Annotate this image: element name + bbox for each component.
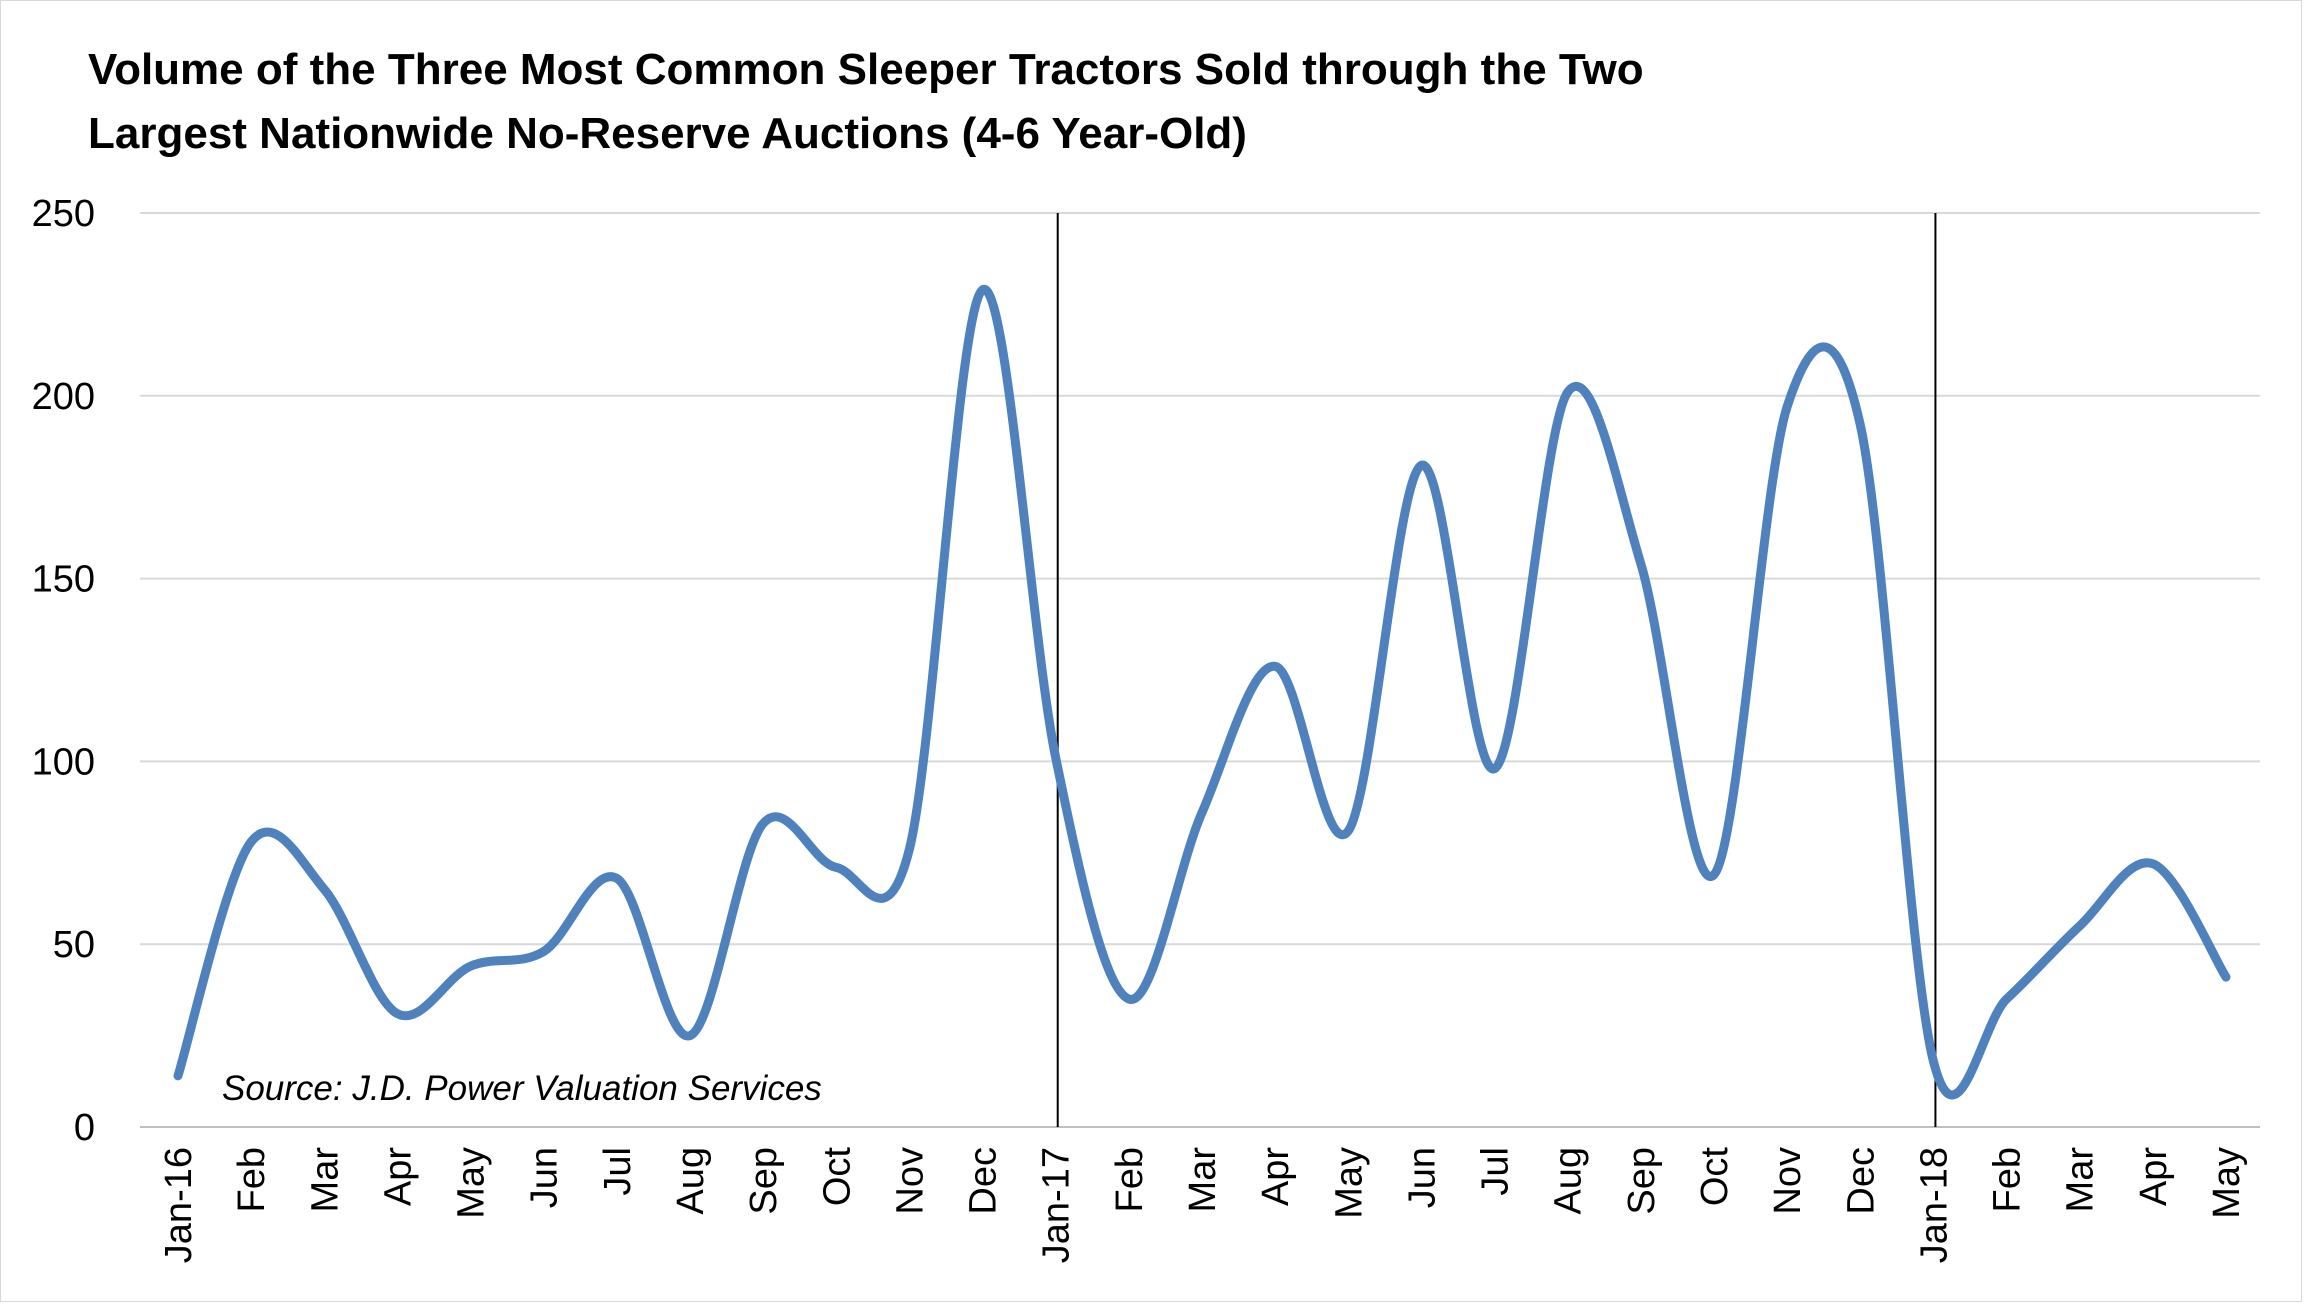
x-tick-label: Jun <box>1401 1147 1443 1208</box>
x-tick-label: Feb <box>1109 1147 1151 1212</box>
x-tick-label: Jan-16 <box>158 1147 200 1263</box>
x-tick-label: Dec <box>963 1147 1005 1215</box>
x-tick-label: Apr <box>377 1147 419 1206</box>
x-tick-label: Jul <box>597 1147 639 1196</box>
x-tick-label: Dec <box>1840 1147 1882 1215</box>
series-layer <box>173 285 2231 1100</box>
y-tick-label: 0 <box>74 1107 95 1149</box>
x-tick-label: May <box>2206 1147 2248 1219</box>
x-tick-label: Oct <box>1694 1147 1736 1207</box>
x-tick-label: Mar <box>1182 1147 1224 1213</box>
x-tick-label: Aug <box>670 1147 712 1215</box>
x-tick-label: Mar <box>304 1147 346 1213</box>
gridlines <box>140 212 2260 1128</box>
x-tick-label: May <box>451 1147 493 1219</box>
x-tick-label: Oct <box>816 1147 858 1207</box>
x-tick-label: Aug <box>1548 1147 1590 1215</box>
y-tick-label: 250 <box>32 193 95 235</box>
x-tick-label: Jan-17 <box>1036 1147 1078 1263</box>
series-line <box>173 285 2231 1100</box>
x-tick-label: Mar <box>2060 1147 2102 1213</box>
x-tick-label: Nov <box>1767 1147 1809 1215</box>
x-tick-label: Nov <box>889 1147 931 1215</box>
x-tick-label: Jul <box>1475 1147 1517 1196</box>
y-tick-label: 150 <box>32 559 95 601</box>
x-tick-label: Apr <box>1255 1147 1297 1206</box>
source-annotation: Source: J.D. Power Valuation Services <box>222 1069 822 1108</box>
x-tick-label: Apr <box>2133 1147 2175 1206</box>
x-axis-tick-labels: Jan-16 Feb Mar Apr May Jun Jul Aug Sep Oct Nov Dec J… <box>158 1147 2248 1264</box>
chart-title-line-1: Volume of the Three Most Common Sleeper … <box>88 45 1644 94</box>
x-tick-label: Sep <box>1621 1147 1663 1215</box>
chart-title-line-2: Largest Nationwide No-Reserve Auctions (… <box>88 109 1247 158</box>
y-axis-tick-labels: 0 50 100 150 200 250 <box>32 193 95 1149</box>
x-tick-label: Jun <box>524 1147 566 1208</box>
y-tick-label: 200 <box>32 376 95 418</box>
x-tick-label: Feb <box>231 1147 273 1212</box>
y-tick-label: 50 <box>53 924 95 966</box>
x-tick-label: Sep <box>743 1147 785 1215</box>
x-tick-label: Jan-18 <box>1913 1147 1955 1263</box>
x-tick-label: Feb <box>1987 1147 2029 1212</box>
y-tick-label: 100 <box>32 741 95 783</box>
x-tick-label: May <box>1328 1147 1370 1219</box>
year-divider-lines <box>1056 213 1937 1127</box>
chart-title: Volume of the Three Most Common Sleeper … <box>88 38 1988 166</box>
